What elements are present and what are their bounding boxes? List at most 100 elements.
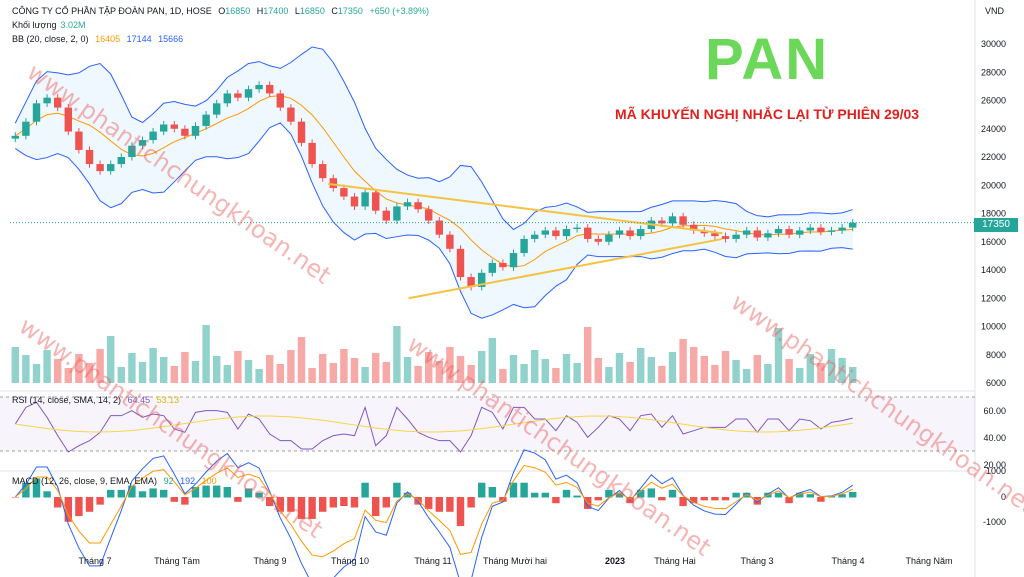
volume-bar: [32, 364, 41, 383]
candle-body: [689, 224, 698, 231]
macd-hist-bar: [170, 497, 179, 502]
currency-label: VND: [985, 6, 1005, 16]
volume-bar: [234, 351, 242, 383]
candle-body: [679, 216, 687, 225]
macd-hist-bar: [382, 497, 391, 508]
volume-bar: [509, 355, 518, 383]
bb-basis-value: 16405: [95, 34, 121, 44]
macd-hist-bar: [287, 497, 295, 512]
volume-bar: [53, 359, 62, 383]
x-axis-label: Tháng 3: [740, 556, 773, 566]
macd-hist-bar: [64, 497, 73, 522]
candle-body: [371, 192, 380, 211]
macd-hist-bar: [424, 497, 433, 509]
price-tick-label: 16000: [981, 237, 1006, 247]
x-axis-label: Tháng Mười hai: [483, 556, 547, 566]
candle-body: [446, 234, 454, 249]
candle-body: [711, 233, 719, 237]
macd-hist-bar: [817, 497, 825, 502]
price-tick-label: 10000: [981, 322, 1006, 332]
candle-body: [85, 149, 94, 165]
volume-bar: [795, 368, 804, 383]
candle-body: [128, 145, 136, 157]
candle-body: [795, 230, 804, 235]
volume-bar: [287, 350, 295, 383]
candle-body: [562, 229, 571, 237]
macd-hist-bar: [117, 489, 126, 498]
volume-bar: [96, 349, 104, 383]
macd-hist-bar: [255, 492, 263, 498]
macd-hist-value: 92: [163, 476, 174, 486]
volume-bar: [689, 347, 698, 383]
macd-hist-bar: [223, 487, 232, 498]
x-axis-label: Tháng 11: [414, 556, 451, 566]
volume-bar: [753, 355, 762, 383]
macd-signal-value: 100: [201, 476, 217, 486]
candle-body: [265, 84, 274, 94]
macd-hist-bar: [361, 482, 369, 498]
candle-body: [636, 229, 645, 237]
bb-lower-value: 15666: [158, 34, 184, 44]
close-value: 17350: [337, 6, 363, 16]
macd-hist-bar: [159, 489, 168, 498]
macd-hist-bar: [774, 492, 783, 498]
volume-bar: [340, 349, 348, 383]
macd-hist-bar: [795, 492, 804, 498]
macd-hist-bar: [149, 488, 157, 498]
macd-hist-bar: [679, 497, 687, 507]
macd-tick-label: 0: [1001, 492, 1006, 502]
price-tick-label: 28000: [981, 67, 1006, 77]
x-axis-label: Tháng Năm: [905, 556, 952, 566]
candle-body: [817, 227, 825, 232]
volume-bar: [202, 325, 210, 383]
macd-hist-bar: [244, 488, 253, 498]
macd-value: 192: [180, 476, 196, 486]
macd-line: [14, 449, 853, 577]
candle-body: [64, 107, 73, 132]
x-axis-label: Tháng 9: [253, 556, 286, 566]
macd-tick-label: 1000: [986, 466, 1006, 476]
rsi-tick-label: 40.00: [983, 433, 1006, 443]
macd-hist-bar: [573, 495, 581, 498]
macd-hist-bar: [509, 482, 518, 498]
macd-hist-bar: [85, 497, 94, 512]
rsi-sma-value: 53.13: [156, 395, 180, 405]
macd-hist-bar: [393, 482, 401, 498]
low-value: 16850: [299, 6, 325, 16]
volume-bar: [742, 369, 751, 383]
macd-hist-bar: [785, 497, 793, 504]
volume-bar: [583, 327, 592, 383]
bb-basis-line: [15, 95, 853, 268]
high-value: 17400: [263, 6, 289, 16]
volume-bar: [711, 365, 719, 383]
price-tick-label: 6000: [986, 378, 1006, 388]
macd-hist-bar: [403, 492, 412, 498]
volume-bar: [424, 352, 433, 383]
candle-body: [382, 210, 391, 221]
macd-hist-bar: [838, 494, 846, 498]
volume-bar: [149, 348, 157, 383]
price-tick-label: 14000: [981, 265, 1006, 275]
bb-legend: BB (20, close, 2, 0) 16405 17144 15666: [12, 34, 187, 45]
rsi-band-fill: [0, 397, 975, 451]
volume-bar: [785, 359, 793, 383]
volume-bar: [170, 366, 179, 383]
macd-hist-bar: [700, 497, 709, 501]
candle-body: [488, 262, 497, 273]
volume-bar: [838, 358, 846, 383]
candle-body: [552, 230, 560, 237]
candle-body: [541, 230, 550, 235]
volume-bar: [308, 368, 316, 383]
macd-hist-bar: [647, 488, 656, 498]
open-value: 16850: [225, 6, 251, 16]
macd-hist-bar: [615, 492, 624, 498]
volume-bar: [43, 350, 51, 383]
x-axis-label: Tháng Tám: [154, 556, 200, 566]
volume-bar: [446, 347, 454, 383]
macd-hist-bar: [562, 489, 571, 498]
volume-bar: [138, 362, 147, 383]
macd-hist-bar: [721, 497, 730, 501]
candle-body: [456, 248, 465, 278]
volume-bar: [488, 338, 497, 383]
rsi-label: RSI (14, close, SMA, 14, 2): [12, 395, 122, 405]
